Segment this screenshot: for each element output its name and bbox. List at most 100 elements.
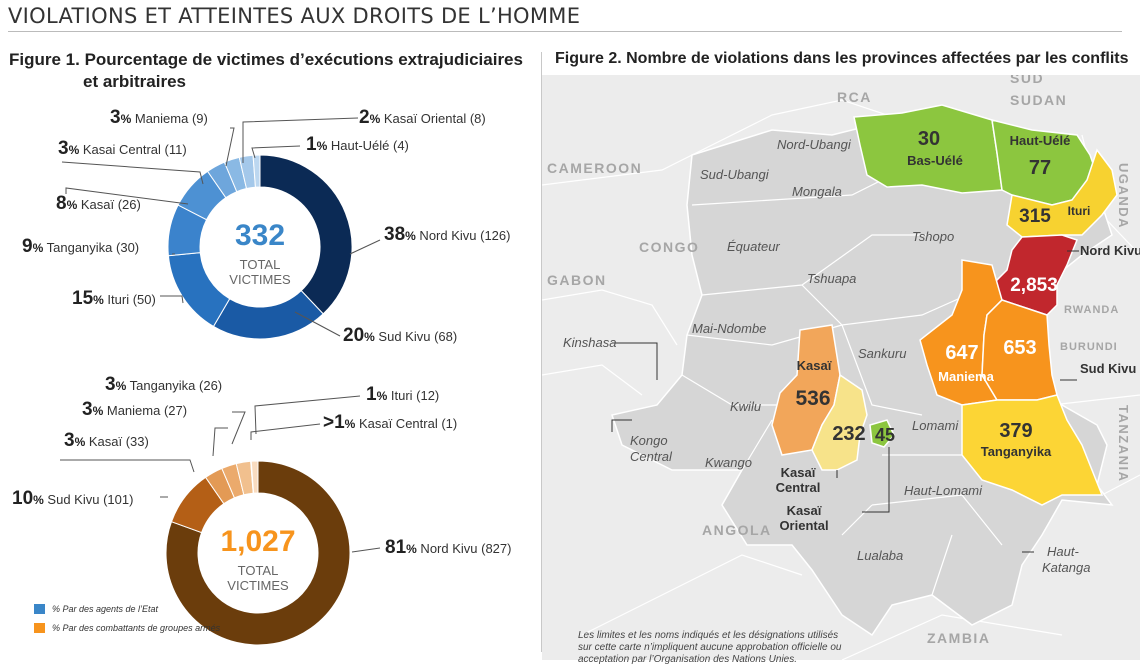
label-haut-katanga-1: Haut- <box>1047 544 1079 559</box>
donut1-leader-2 <box>160 295 184 304</box>
legend-blue: % Par des agents de l’Etat <box>34 604 158 614</box>
donut1-leader-7 <box>242 117 359 163</box>
donut1-leader-1 <box>294 311 341 337</box>
donut2-leader-5 <box>250 423 321 440</box>
name-maniema: Maniema <box>938 369 994 384</box>
country-tanzania: TANZANIA <box>1116 405 1131 482</box>
country-rca: RCA <box>837 89 872 105</box>
donut2-label-6: 1% Ituri (12) <box>366 384 439 405</box>
country-burundi: BURUNDI <box>1060 341 1118 353</box>
country-congo: CONGO <box>639 239 699 255</box>
drc-map: RCA SUD SUDAN CAMEROON CONGO GABON ANGOL… <box>542 75 1140 660</box>
name-sud-kivu: Sud Kivu <box>1080 361 1136 376</box>
donut2-slice-0 <box>165 460 351 646</box>
donut2-leader-6 <box>254 395 361 435</box>
label-haut-katanga-2: Katanga <box>1042 560 1090 575</box>
legend-swatch-blue <box>34 604 45 614</box>
donut2-center-label-1: TOTAL <box>238 563 279 578</box>
label-kwilu: Kwilu <box>730 399 761 414</box>
donut2-center-value: 1,027 <box>220 525 295 558</box>
donut1-label-3: 9% Tanganyika (30) <box>22 236 139 257</box>
legend-swatch-orange <box>34 623 45 633</box>
value-sud-kivu: 653 <box>1003 337 1036 359</box>
country-sud-2: SUDAN <box>1010 92 1067 108</box>
figure1-title-line2: et arbitraires <box>83 72 186 91</box>
donut1-center-label-1: TOTAL <box>240 257 281 272</box>
value-nord-kivu: 2,853 <box>1010 275 1058 296</box>
value-kasai-oriental: 45 <box>875 425 895 445</box>
legend-label-blue: % Par des agents de l’Etat <box>52 604 159 614</box>
donut1-label-5: 3% Kasai Central (11) <box>58 138 187 159</box>
donut1-leader-6 <box>225 127 235 167</box>
donut1-label-7: 2% Kasaï Oriental (8) <box>359 107 486 128</box>
name-bas-uele: Bas-Uélé <box>907 153 963 168</box>
value-tanganyika: 379 <box>999 420 1032 442</box>
donut1-leader-8 <box>251 145 301 159</box>
donut1-label-0: 38% Nord Kivu (126) <box>384 224 510 245</box>
name-nord-kivu: Nord Kivu <box>1080 243 1140 258</box>
donut2-label-4: 3% Tanganyika (26) <box>105 374 222 395</box>
donut2-label-1: 10% Sud Kivu (101) <box>12 488 133 509</box>
column-divider <box>541 52 542 652</box>
donut2-label-3: 3% Maniema (27) <box>82 399 187 420</box>
label-kongo-central-2: Central <box>630 449 673 464</box>
donut1-leader-0 <box>349 239 381 255</box>
country-zambia: ZAMBIA <box>927 630 990 646</box>
label-sud-ubangi: Sud-Ubangi <box>700 167 770 182</box>
country-sud-1: SUD <box>1010 75 1044 86</box>
donut2-label-2: 3% Kasaï (33) <box>64 430 149 451</box>
donut1-label-4: 8% Kasaï (26) <box>56 193 141 214</box>
label-kwango: Kwango <box>705 455 752 470</box>
figure2-title: Figure 2. Nombre de violations dans les … <box>555 50 1129 67</box>
name-kasai: Kasaï <box>797 358 832 373</box>
donut2-slice-6 <box>250 460 259 494</box>
figure1-title-line1: Figure 1. Pourcentage de victimes d’exéc… <box>9 50 523 69</box>
name-tanganyika: Tanganyika <box>981 444 1052 459</box>
donut2-center-label-2: VICTIMES <box>227 578 289 593</box>
label-haut-lomami: Haut-Lomami <box>904 483 983 498</box>
donut1-label-8: 1% Haut-Uélé (4) <box>306 134 409 155</box>
label-tshopo: Tshopo <box>912 229 954 244</box>
label-sankuru: Sankuru <box>858 346 906 361</box>
value-ituri: 315 <box>1019 206 1051 227</box>
label-mai-ndombe: Mai-Ndombe <box>692 321 766 336</box>
label-lomami: Lomami <box>912 418 959 433</box>
donut2-leader-3 <box>212 427 228 457</box>
name-kasai-central: Kasaï Central <box>776 465 821 495</box>
header-rule <box>8 31 1122 32</box>
country-uganda: UGANDA <box>1116 163 1131 229</box>
country-cameroon: CAMEROON <box>547 160 642 176</box>
value-maniema: 647 <box>945 342 978 364</box>
donut1-center-value: 332 <box>235 219 285 252</box>
donut1-slice-0 <box>259 154 353 315</box>
province-bas-uele <box>853 104 1003 194</box>
donut1-label-1: 20% Sud Kivu (68) <box>343 325 457 346</box>
province-kasai-oriental <box>869 419 895 448</box>
legend-label-orange: % Par des combattants de groupes armés <box>52 623 221 633</box>
value-bas-uele: 30 <box>918 128 940 150</box>
country-rwanda: RWANDA <box>1064 304 1119 316</box>
donut1-label-6: 3% Maniema (9) <box>110 107 208 128</box>
donut2-leader-2 <box>60 459 195 473</box>
donut1-leader-4 <box>65 187 189 205</box>
donut1-label-2: 15% Ituri (50) <box>72 288 156 309</box>
label-kongo-central-1: Kongo <box>630 433 668 448</box>
name-kasai-oriental: Kasaï Oriental <box>779 503 828 533</box>
country-gabon: GABON <box>547 272 607 288</box>
donut2-label-0: 81% Nord Kivu (827) <box>385 537 511 558</box>
country-angola: ANGOLA <box>702 522 772 538</box>
value-kasai-central: 232 <box>832 423 865 445</box>
label-tshuapa: Tshuapa <box>807 271 856 286</box>
donut2-label-5: >1% Kasaï Central (1) <box>323 412 457 433</box>
neighbour-borders <box>542 99 1140 660</box>
map-disclaimer: Les limites et les noms indiqués et les … <box>578 630 842 665</box>
value-kasai: 536 <box>795 387 830 410</box>
donut2-leader-4 <box>231 411 246 445</box>
label-lualaba: Lualaba <box>857 548 903 563</box>
label-equateur: Équateur <box>727 239 780 254</box>
label-kinshasa: Kinshasa <box>563 335 616 350</box>
label-mongala: Mongala <box>792 184 842 199</box>
donut1-slice-2 <box>167 252 231 328</box>
legend-orange: % Par des combattants de groupes armés <box>34 623 220 633</box>
